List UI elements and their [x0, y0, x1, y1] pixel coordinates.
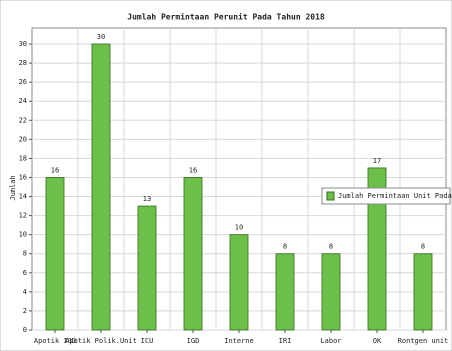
- bar: [229, 234, 249, 331]
- y-axis-label: Jumlah: [9, 175, 17, 200]
- y-tick-label: 22: [19, 116, 27, 124]
- legend-swatch: [326, 191, 335, 201]
- x-tick-label: Interne: [224, 337, 254, 345]
- bar: [321, 253, 341, 331]
- data-label: 16: [51, 166, 59, 174]
- data-label: 16: [189, 166, 197, 174]
- bar: [183, 177, 203, 331]
- data-label: 30: [97, 33, 105, 41]
- legend-box: [321, 187, 451, 205]
- data-label: 8: [421, 243, 425, 251]
- y-tick-label: 0: [23, 326, 27, 334]
- x-tick-label: Apotik Polik.Unit: [65, 337, 137, 345]
- bar: [275, 253, 295, 331]
- bar: [137, 205, 157, 331]
- data-label: 10: [235, 224, 243, 232]
- y-tick-label: 10: [19, 231, 27, 239]
- y-tick-label: 18: [19, 154, 27, 162]
- x-tick-label: IGD: [187, 337, 200, 345]
- bar: [91, 43, 111, 331]
- y-tick-label: 24: [19, 97, 27, 105]
- data-label: 8: [283, 243, 287, 251]
- y-tick-label: 26: [19, 78, 27, 86]
- x-tick-label: ICU: [141, 337, 154, 345]
- y-tick-label: 4: [23, 288, 27, 296]
- x-tick-label: IRI: [279, 337, 292, 345]
- bar: [367, 167, 387, 331]
- x-tick-label: Rontgen unit: [398, 337, 449, 345]
- y-tick-label: 6: [23, 269, 27, 277]
- y-tick-label: 28: [19, 59, 27, 67]
- x-tick-label: Labor: [320, 337, 341, 345]
- y-tick-label: 8: [23, 250, 27, 258]
- data-label: 17: [373, 157, 381, 165]
- y-tick-label: 12: [19, 212, 27, 220]
- bar: [45, 177, 65, 331]
- x-tick-label: OK: [373, 337, 382, 345]
- y-tick-label: 30: [19, 40, 27, 48]
- y-tick-label: 2: [23, 307, 27, 315]
- y-tick-label: 14: [19, 193, 27, 201]
- y-tick-label: 20: [19, 135, 27, 143]
- y-tick-label: 16: [19, 173, 27, 181]
- data-label: 8: [329, 243, 333, 251]
- x-tick-label: Apotik IGD: [34, 337, 76, 345]
- chart-title: Jumlah Permintaan Perunit Pada Tahun 201…: [127, 12, 325, 22]
- bar: [413, 253, 433, 331]
- legend-label: Jumlah Permintaan Unit Pada Tahun 2018: [338, 192, 452, 200]
- data-label: 13: [143, 195, 151, 203]
